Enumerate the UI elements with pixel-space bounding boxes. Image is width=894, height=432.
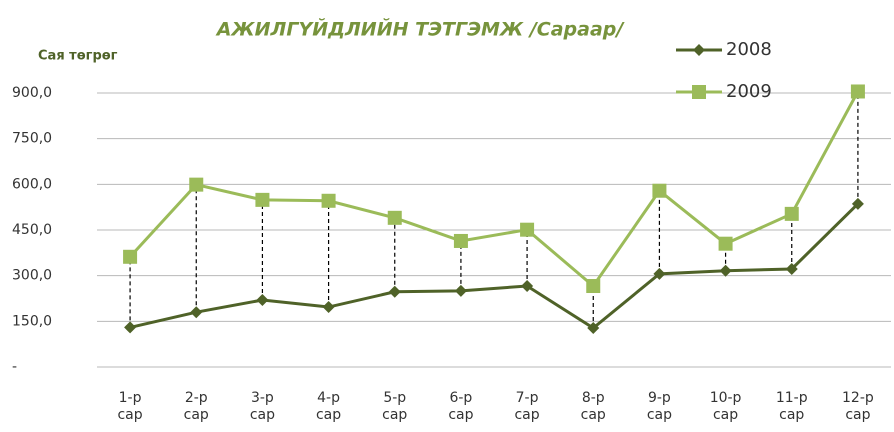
x-tick-label: 1-р сар: [117, 390, 143, 423]
data-point: [387, 210, 402, 225]
data-point: [718, 236, 733, 251]
data-point: [520, 222, 535, 237]
x-tick-label: 6-р сар: [448, 390, 474, 423]
y-tick-label: 750,0: [12, 131, 52, 147]
data-point: [719, 264, 732, 277]
data-point: [454, 284, 467, 297]
data-point: [123, 249, 138, 264]
data-point: [586, 279, 601, 294]
y-tick-label: 900,0: [12, 85, 52, 101]
x-tick-label: 12-р сар: [842, 390, 874, 423]
data-point: [124, 321, 137, 334]
data-point: [189, 177, 204, 192]
chart-title: АЖИЛГҮЙДЛИЙН ТЭТГЭМЖ /Сараар/: [215, 18, 626, 41]
data-point: [850, 84, 865, 99]
x-tick-label: 4-р сар: [315, 390, 342, 423]
series-line: [129, 202, 859, 330]
data-point: [453, 233, 468, 248]
data-point: [653, 267, 666, 280]
y-tick-label: 300,0: [12, 268, 52, 284]
x-tick-label: 7-р сар: [514, 390, 540, 423]
data-point: [652, 183, 667, 198]
data-point: [784, 206, 799, 221]
x-tick-label: 5-р сар: [382, 390, 408, 423]
data-point: [587, 322, 600, 335]
x-tick-label: 2-р сар: [183, 390, 209, 423]
legend-marker: [693, 44, 705, 56]
data-point: [321, 193, 336, 208]
data-point: [785, 262, 798, 275]
data-point: [322, 301, 335, 314]
x-tick-label: 9-р сар: [646, 390, 672, 423]
data-point: [851, 197, 864, 210]
legend-marker: [692, 85, 706, 99]
y-tick-label: 600,0: [12, 176, 52, 192]
y-tick-label: 450,0: [12, 222, 52, 238]
data-point: [256, 294, 269, 307]
x-tick-label: 10-р сар: [709, 390, 742, 423]
x-tick-label: 11-р сар: [775, 390, 808, 423]
legend-label: 2008: [726, 39, 772, 60]
data-point: [255, 192, 270, 207]
y-axis-label: Сая төгрөг: [38, 49, 118, 64]
y-tick-label: -: [12, 359, 17, 375]
x-tick-label: 3-р сар: [249, 390, 275, 423]
data-point: [190, 306, 203, 319]
legend-label: 2009: [726, 81, 772, 102]
y-tick-label: 150,0: [12, 313, 52, 329]
series-line: [128, 90, 860, 289]
data-point: [521, 280, 534, 293]
data-point: [388, 285, 401, 298]
x-tick-label: 8-р сар: [580, 390, 606, 423]
